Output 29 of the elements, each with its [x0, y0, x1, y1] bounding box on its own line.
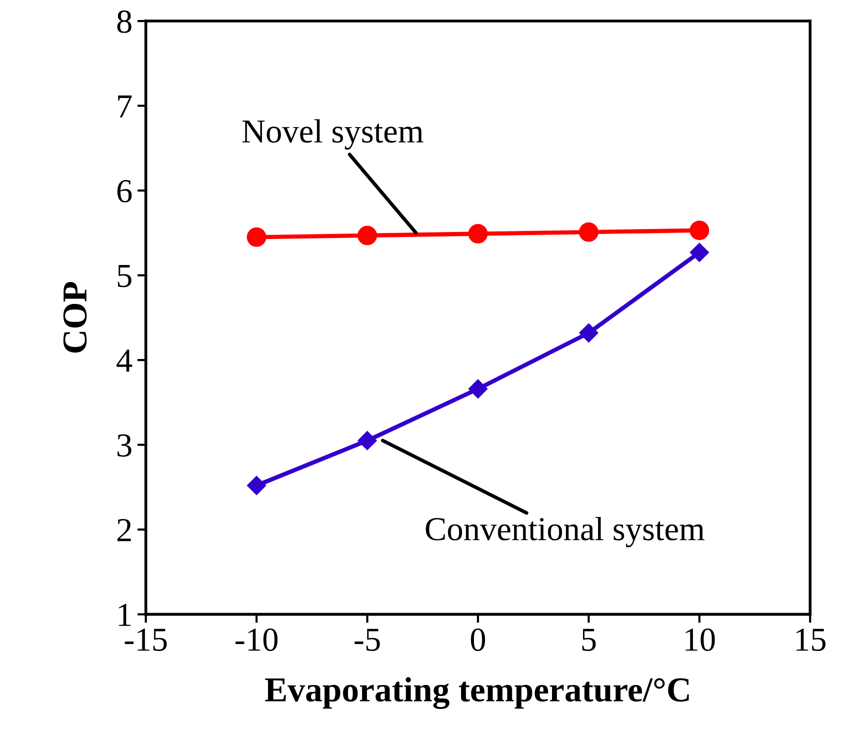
y-tick-label: 7 — [118, 96, 132, 118]
y-tick-label: 3 — [118, 434, 132, 457]
y-tick-label: 2 — [117, 519, 131, 542]
x-tick-label: 10 — [686, 628, 715, 651]
x-tick-label: 5 — [582, 628, 596, 651]
point — [246, 227, 266, 247]
y-tick-label: 8 — [117, 10, 132, 33]
x-tick-label: -15 — [124, 628, 167, 651]
x-tick-label: -5 — [354, 628, 380, 651]
point — [690, 242, 709, 262]
point — [468, 379, 488, 398]
x-axis-title: Evaporating temperature/°C — [265, 677, 689, 709]
x-tick-label: -10 — [236, 628, 278, 651]
annotation: Novel system — [242, 119, 424, 150]
point — [468, 224, 488, 244]
annotation: Conventional system — [426, 516, 704, 548]
y-axis-title: COP — [63, 282, 87, 353]
point — [358, 431, 377, 450]
y-tick-label: 6 — [117, 180, 132, 202]
x-tick-label: 15 — [796, 628, 826, 651]
point — [578, 222, 598, 242]
x-tick-label: 0 — [470, 628, 486, 651]
y-tick-label: 4 — [116, 350, 132, 372]
point — [690, 220, 710, 240]
point — [247, 476, 266, 496]
point — [579, 323, 598, 342]
y-tick-label: 1 — [118, 604, 131, 626]
y-tick-label: 5 — [118, 265, 132, 288]
point — [358, 226, 377, 246]
